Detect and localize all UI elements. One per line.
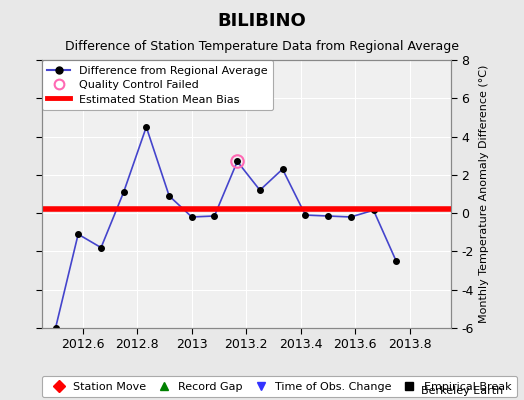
Text: Berkeley Earth: Berkeley Earth [421,386,503,396]
Text: Difference of Station Temperature Data from Regional Average: Difference of Station Temperature Data f… [65,40,459,53]
Text: BILIBINO: BILIBINO [217,12,307,30]
Y-axis label: Monthly Temperature Anomaly Difference (°C): Monthly Temperature Anomaly Difference (… [479,65,489,323]
Legend: Station Move, Record Gap, Time of Obs. Change, Empirical Break: Station Move, Record Gap, Time of Obs. C… [42,376,517,397]
